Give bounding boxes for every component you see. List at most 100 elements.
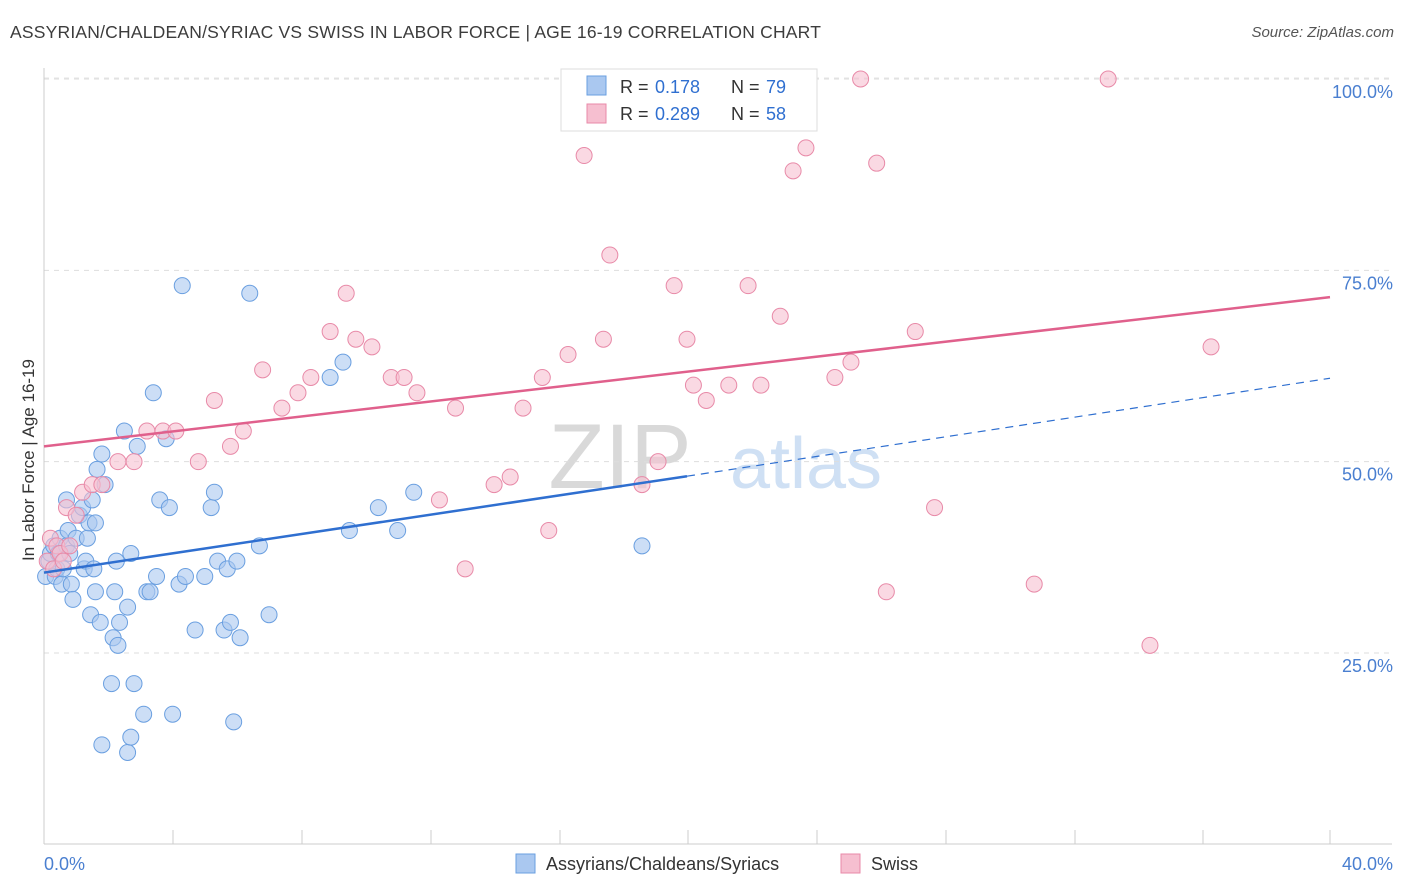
y-tick-label: 100.0% (1332, 82, 1393, 102)
stats-r-label-2: R = (620, 104, 654, 124)
swiss-point (771, 307, 789, 325)
assyrians-point (160, 499, 178, 517)
watermark-zip: ZIP (548, 406, 691, 508)
assyrians-point (141, 583, 159, 601)
swiss-point (408, 384, 426, 402)
swiss-point (784, 162, 802, 180)
assyrians-point (119, 743, 137, 761)
swiss-point (61, 537, 79, 555)
assyrians-point (128, 437, 146, 455)
swiss-point (321, 323, 339, 341)
assyrians-point (260, 606, 278, 624)
assyrians-point (78, 529, 96, 547)
swiss-point (752, 376, 770, 394)
swiss-point (347, 330, 365, 348)
assyrians-point (173, 277, 191, 295)
swiss-point (1025, 575, 1043, 593)
swiss-point (684, 376, 702, 394)
swiss-point (739, 277, 757, 295)
swiss-point (594, 330, 612, 348)
assyrians-point (86, 583, 104, 601)
swiss-point (395, 368, 413, 386)
assyrians-point (334, 353, 352, 371)
assyrians-point (93, 736, 111, 754)
swiss-point (649, 453, 667, 471)
assyrians-point (225, 713, 243, 731)
swiss-point (665, 277, 683, 295)
source-credit: Source: ZipAtlas.com (1251, 24, 1394, 41)
series-legend: Assyrians/Chaldeans/Syriacs Swiss (515, 853, 918, 874)
swiss-point (93, 476, 111, 494)
swiss-point (254, 361, 272, 379)
swiss-point (678, 330, 696, 348)
y-tick-label: 75.0% (1342, 273, 1393, 293)
watermark-atlas: atlas (730, 424, 882, 504)
stats-n-label-1: N = (731, 77, 765, 97)
swiss-point (852, 70, 870, 88)
stats-n-value-1: 79 (766, 77, 786, 97)
assyrians-point (369, 499, 387, 517)
swiss-point (67, 506, 85, 524)
y-tick-label: 50.0% (1342, 465, 1393, 485)
swiss-point (221, 437, 239, 455)
swiss-point (54, 552, 72, 570)
y-tick-labels: 25.0% 50.0% 75.0% 100.0% (1332, 82, 1393, 676)
axes (43, 68, 1392, 845)
assyrians-point (109, 636, 127, 654)
swiss-point (926, 499, 944, 517)
assyrians-point (125, 675, 143, 693)
series-swiss-points (38, 70, 1220, 654)
stats-r-value-2: 0.289 (655, 104, 700, 124)
x-tick-labels: 0.0% 40.0% (44, 854, 1393, 874)
assyrians-point (115, 422, 133, 440)
assyrians-point (93, 445, 111, 463)
assyrians-point (389, 522, 407, 540)
swiss-point (514, 399, 532, 417)
trendline-swiss (43, 295, 1331, 448)
swiss-point (575, 147, 593, 165)
series-assyrians-points (37, 277, 651, 761)
swiss-point (302, 368, 320, 386)
assyrians-point (202, 499, 220, 517)
swiss-point (826, 368, 844, 386)
assyrians-point (119, 598, 137, 616)
assyrians-point (164, 705, 182, 723)
assyrians-point (106, 583, 124, 601)
swiss-point (797, 139, 815, 157)
gridlines (44, 77, 1392, 654)
legend-swatch-swiss (840, 853, 861, 874)
stats-legend: R = 0.178 N = 79 R = 0.289 N = 58 (560, 68, 818, 132)
legend-label-assyrians: Assyrians/Chaldeans/Syriacs (546, 854, 779, 874)
assyrians-point (91, 613, 109, 631)
assyrians-point (228, 552, 246, 570)
swiss-point (138, 422, 156, 440)
assyrians-point (405, 483, 423, 501)
swiss-point (1141, 636, 1159, 654)
x-tick-label-min: 0.0% (44, 854, 85, 874)
swiss-point (485, 476, 503, 494)
assyrians-point (64, 590, 82, 608)
trendlines (43, 295, 1331, 574)
swiss-point (337, 284, 355, 302)
swiss-point (289, 384, 307, 402)
assyrians-point (241, 284, 259, 302)
swiss-point (273, 399, 291, 417)
swiss-point (125, 453, 143, 471)
x-tick-label-max: 40.0% (1342, 854, 1393, 874)
assyrians-point (111, 613, 129, 631)
assyrians-point (144, 384, 162, 402)
stats-legend-swatch-pink (586, 103, 607, 124)
swiss-point (559, 346, 577, 364)
stats-n-value-2: 58 (766, 104, 786, 124)
legend-label-swiss: Swiss (871, 854, 918, 874)
assyrians-point (135, 705, 153, 723)
trendline-assyrians-extension (686, 377, 1331, 477)
swiss-point (540, 522, 558, 540)
assyrians-point (321, 368, 339, 386)
swiss-point (906, 323, 924, 341)
swiss-point (205, 391, 223, 409)
swiss-point (697, 391, 715, 409)
swiss-point (877, 583, 895, 601)
